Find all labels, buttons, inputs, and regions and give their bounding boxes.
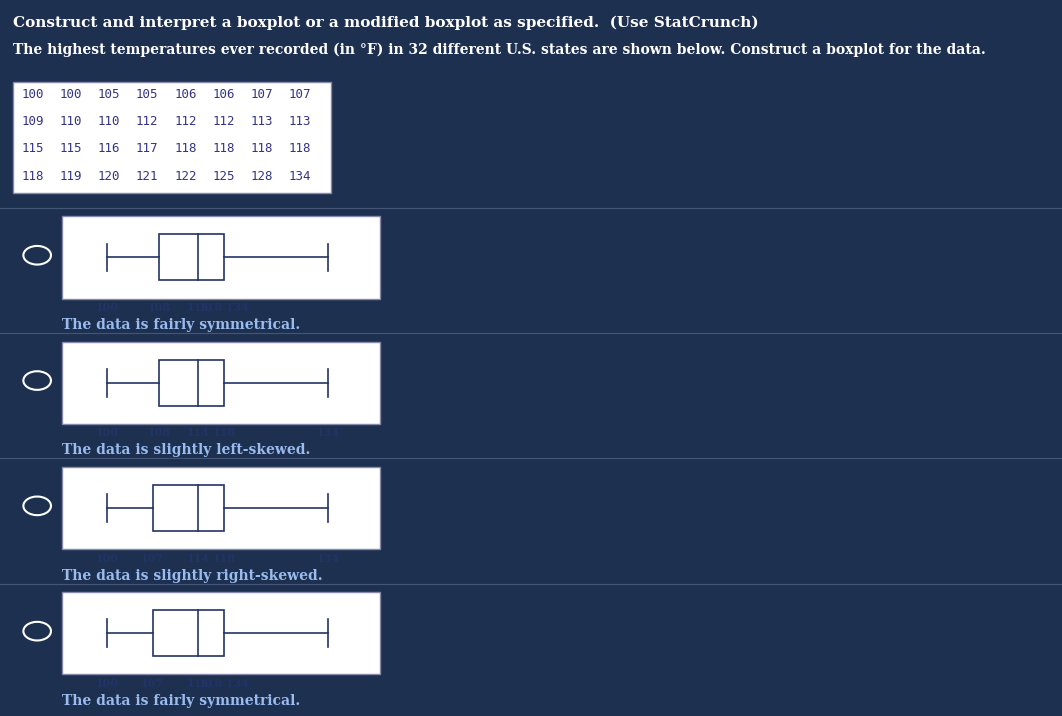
Text: 115: 115: [59, 142, 82, 155]
Text: 107: 107: [251, 88, 273, 101]
Text: 106: 106: [212, 88, 235, 101]
Text: 112: 112: [212, 115, 235, 128]
Text: 114: 114: [187, 302, 209, 313]
Text: 125: 125: [212, 170, 235, 183]
Text: 118: 118: [212, 427, 236, 438]
Text: 118: 118: [21, 170, 44, 183]
Text: 118: 118: [212, 553, 236, 563]
Text: 113: 113: [289, 115, 311, 128]
FancyBboxPatch shape: [13, 82, 331, 193]
Text: 128: 128: [251, 170, 273, 183]
Text: 114: 114: [187, 678, 209, 689]
FancyBboxPatch shape: [62, 216, 380, 299]
FancyBboxPatch shape: [62, 467, 380, 549]
Text: 105: 105: [136, 88, 158, 101]
Text: 100: 100: [21, 88, 44, 101]
FancyBboxPatch shape: [159, 359, 224, 406]
Text: The data is fairly symmetrical.: The data is fairly symmetrical.: [62, 318, 299, 332]
Text: 105: 105: [98, 88, 120, 101]
Text: 114: 114: [187, 553, 209, 563]
Text: The data is fairly symmetrical.: The data is fairly symmetrical.: [62, 694, 299, 708]
Text: 107: 107: [141, 553, 165, 563]
Text: 120: 120: [98, 170, 120, 183]
Text: 114: 114: [187, 427, 209, 438]
Text: 117: 117: [136, 142, 158, 155]
Text: 116: 116: [98, 142, 120, 155]
Text: 118 134: 118 134: [200, 302, 250, 313]
Text: 108: 108: [148, 427, 171, 438]
Text: 118 134: 118 134: [200, 678, 250, 689]
Text: 100: 100: [96, 427, 119, 438]
Text: 115: 115: [21, 142, 44, 155]
Text: The data is slightly right-skewed.: The data is slightly right-skewed.: [62, 569, 322, 583]
Text: 134: 134: [316, 553, 340, 563]
Text: 109: 109: [21, 115, 44, 128]
Text: 118: 118: [289, 142, 311, 155]
Text: 110: 110: [98, 115, 120, 128]
Text: 100: 100: [96, 553, 119, 563]
Text: 112: 112: [174, 115, 196, 128]
FancyBboxPatch shape: [153, 610, 224, 657]
Text: 118: 118: [212, 142, 235, 155]
FancyBboxPatch shape: [62, 342, 380, 424]
Text: Construct and interpret a boxplot or a modified boxplot as specified.  (Use Stat: Construct and interpret a boxplot or a m…: [13, 16, 758, 30]
Text: 113: 113: [251, 115, 273, 128]
Text: 119: 119: [59, 170, 82, 183]
Text: 100: 100: [96, 678, 119, 689]
FancyBboxPatch shape: [153, 485, 224, 531]
Text: 134: 134: [289, 170, 311, 183]
Text: 106: 106: [174, 88, 196, 101]
FancyBboxPatch shape: [62, 592, 380, 674]
Text: The highest temperatures ever recorded (in °F) in 32 different U.S. states are s: The highest temperatures ever recorded (…: [13, 43, 986, 57]
Text: 100: 100: [96, 302, 119, 313]
Text: 122: 122: [174, 170, 196, 183]
Text: 118: 118: [174, 142, 196, 155]
Text: 107: 107: [289, 88, 311, 101]
Text: 134: 134: [316, 427, 340, 438]
FancyBboxPatch shape: [159, 234, 224, 281]
Text: 108: 108: [148, 302, 171, 313]
Text: The data is slightly left-skewed.: The data is slightly left-skewed.: [62, 443, 310, 458]
Text: 107: 107: [141, 678, 165, 689]
Text: 100: 100: [59, 88, 82, 101]
Text: 110: 110: [59, 115, 82, 128]
Text: 112: 112: [136, 115, 158, 128]
Text: 121: 121: [136, 170, 158, 183]
Text: 118: 118: [251, 142, 273, 155]
